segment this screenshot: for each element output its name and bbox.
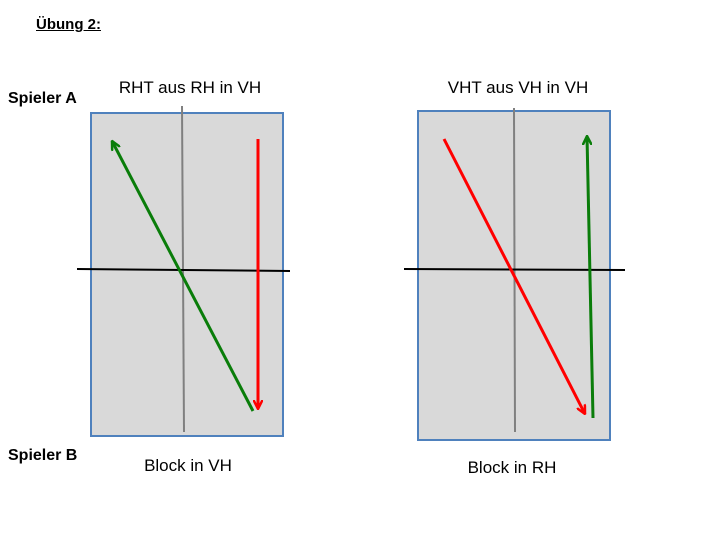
right-table-net bbox=[403, 268, 626, 271]
left-table-bottom-label: Block in VH bbox=[144, 456, 232, 475]
right-table bbox=[403, 107, 626, 441]
left-table bbox=[76, 105, 291, 437]
left-table-surface bbox=[90, 112, 284, 437]
right-green-arrow bbox=[587, 136, 595, 419]
left-table-net bbox=[76, 268, 291, 272]
left-green-arrow bbox=[110, 141, 255, 412]
right-table-bottom-label: Block in RH bbox=[467, 458, 557, 477]
right-red-arrow bbox=[442, 138, 587, 414]
exercise-title: Übung 2: bbox=[36, 16, 101, 33]
right-table-top-label: VHT aus VH in VH bbox=[447, 78, 589, 97]
player-a-label: Spieler A bbox=[8, 90, 77, 107]
left-table-top-label: RHT aus RH in VH bbox=[118, 78, 262, 97]
player-b-label: Spieler B bbox=[8, 447, 78, 464]
